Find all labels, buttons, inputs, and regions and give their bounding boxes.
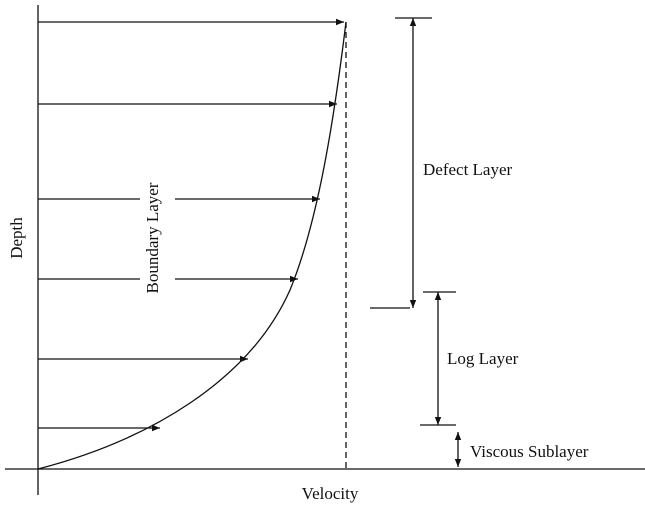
velocity-profile bbox=[37, 21, 347, 470]
x-axis-label: Velocity bbox=[302, 484, 359, 503]
defect-label: Defect Layer bbox=[423, 160, 513, 179]
boundary-label: Boundary Layer bbox=[143, 182, 162, 293]
viscous-label: Viscous Sublayer bbox=[470, 442, 589, 461]
log-label: Log Layer bbox=[447, 349, 519, 368]
y-axis-label: Depth bbox=[7, 217, 26, 259]
